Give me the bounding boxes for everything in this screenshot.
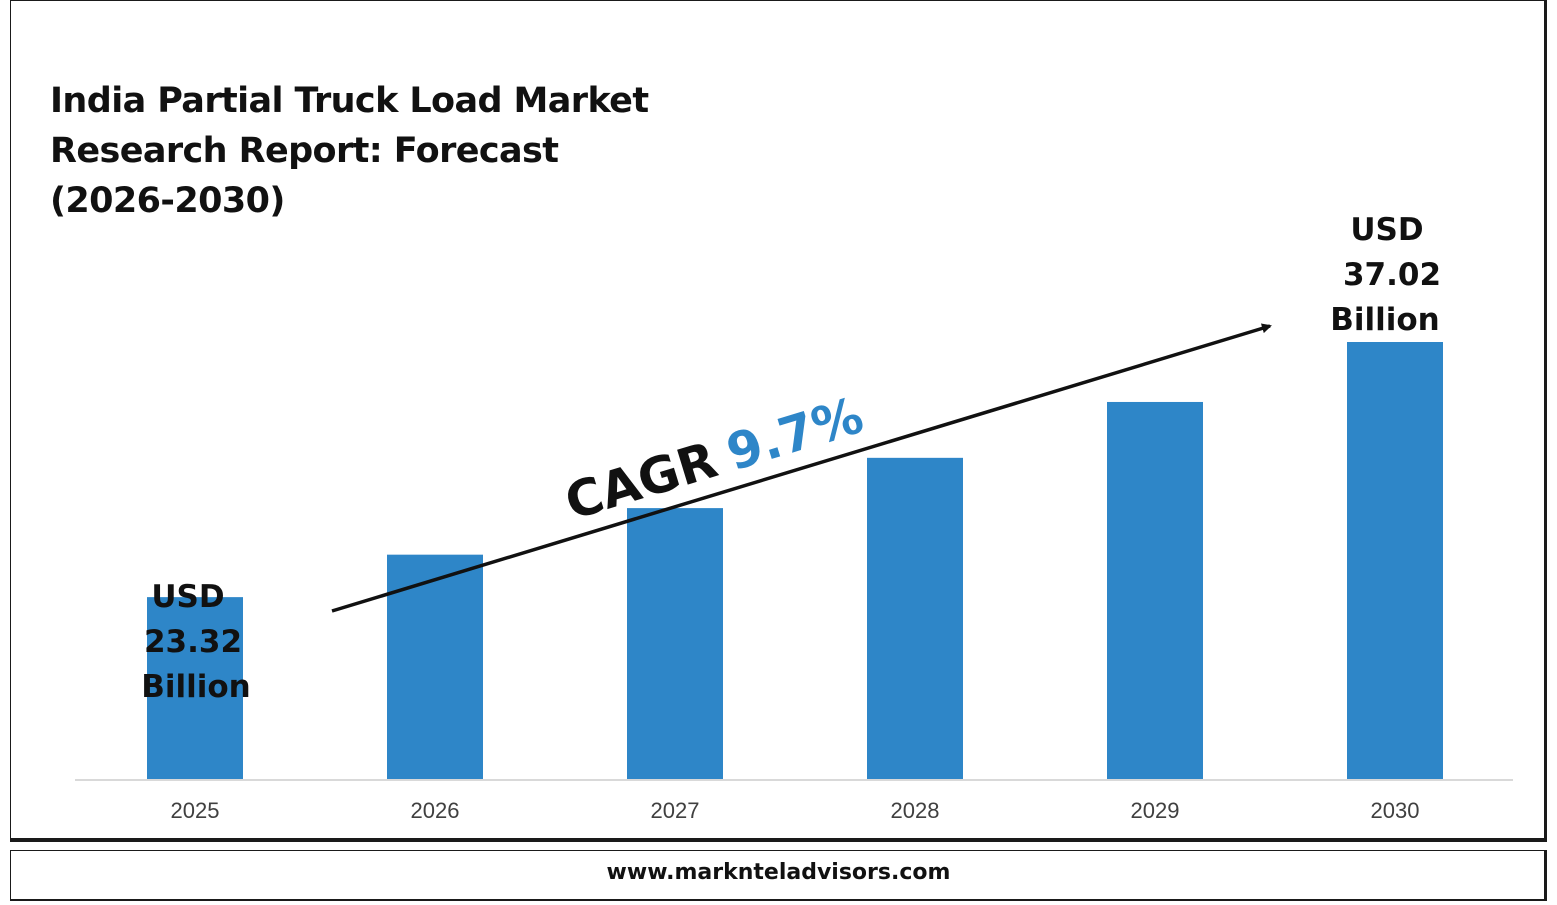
- bar-2029: [1107, 401, 1203, 780]
- cagr-value: 9.7%: [720, 386, 870, 482]
- footer-frame: [10, 850, 1547, 901]
- bar-2028: [867, 457, 963, 780]
- x-tick-2029: 2029: [1131, 798, 1180, 823]
- first-callout-line-1: USD: [151, 579, 224, 615]
- bar-2025: [147, 597, 243, 780]
- footer-url: www.marknteladvisors.com: [606, 860, 951, 885]
- first-callout-line-3: Billion: [141, 669, 251, 705]
- x-tick-2026: 2026: [411, 798, 460, 823]
- chart-frame: [10, 0, 1547, 842]
- chart-title: India Partial Truck Load Market Research…: [50, 76, 690, 226]
- last-callout-line-1: USD: [1350, 212, 1423, 248]
- last-callout-line-2: 37.02: [1343, 257, 1441, 293]
- bars-group: [147, 342, 1443, 780]
- title-line-1: India Partial Truck Load Market: [50, 81, 649, 121]
- x-tick-2028: 2028: [891, 798, 940, 823]
- title-line-2: Research Report: Forecast: [50, 131, 559, 171]
- bar-2026: [387, 554, 483, 780]
- x-tick-2025: 2025: [171, 798, 220, 823]
- x-tick-2027: 2027: [651, 798, 700, 823]
- first-value-callout: USD 23.32 Billion: [141, 579, 251, 705]
- x-axis-ticks: 2025 2026 2027 2028 2029 2030: [171, 798, 1420, 823]
- last-callout-line-3: Billion: [1330, 302, 1440, 338]
- title-line-3: (2026-2030): [50, 181, 285, 221]
- first-callout-line-2: 23.32: [144, 624, 242, 660]
- bar-2027: [627, 508, 723, 780]
- x-tick-2030: 2030: [1371, 798, 1420, 823]
- bar-2030: [1347, 342, 1443, 780]
- cagr-trend-arrow: [331, 323, 1272, 613]
- last-value-callout: USD 37.02 Billion: [1330, 212, 1441, 338]
